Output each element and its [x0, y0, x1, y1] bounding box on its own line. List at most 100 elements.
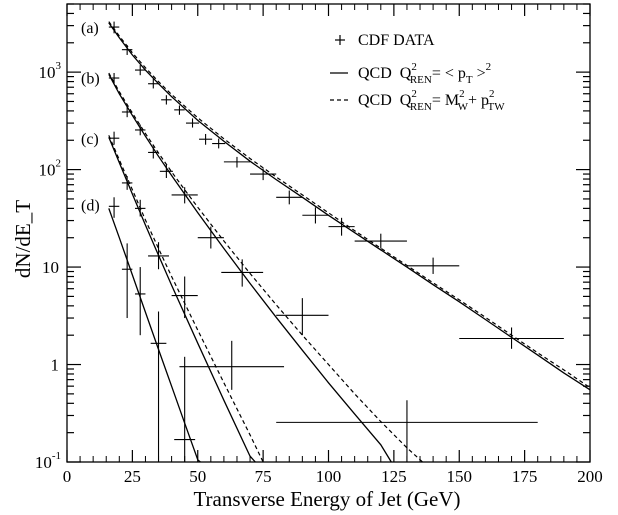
data-point	[199, 133, 213, 145]
legend-formula-part: + p	[468, 92, 489, 109]
plot-frame	[66, 3, 591, 463]
y-axis-label: dN/dE_T	[11, 200, 35, 278]
data-point	[134, 124, 146, 136]
data-point	[134, 199, 146, 217]
data-point	[108, 197, 120, 218]
data-point	[354, 233, 407, 249]
legend-formula-part: >	[473, 65, 486, 82]
y-tick-label: 10-1	[35, 450, 61, 472]
x-tick-label: 75	[255, 467, 272, 486]
y-tick-base: 10	[39, 63, 56, 82]
series-label: (b)	[81, 71, 100, 88]
legend-label-main: QCD	[358, 65, 392, 82]
x-tick-label: 0	[63, 467, 72, 486]
legend-entry: QCD Q2 REN= < pT >2	[330, 61, 491, 86]
data-point	[134, 267, 146, 336]
legend-label-main: CDF DATA	[358, 32, 435, 49]
data-point	[108, 21, 120, 34]
y-tick-base: 10	[35, 453, 52, 472]
qcd-dashed-curve	[108, 21, 591, 389]
series-labels: (a) (b) (c) (d)	[81, 20, 100, 214]
legend-formula-part: 2	[411, 61, 417, 73]
data-point	[174, 356, 196, 462]
data-point	[185, 118, 200, 128]
data-point	[276, 190, 303, 205]
qcd-solid-curve	[108, 22, 591, 391]
y-tick-exp: -1	[52, 450, 61, 462]
data-point	[159, 164, 173, 178]
data-point	[276, 298, 329, 336]
legend-formula-part: 2	[411, 88, 417, 100]
data-point	[121, 175, 133, 190]
data-point	[161, 95, 172, 105]
series-label: (a)	[81, 20, 99, 37]
legend-formula-part: TW	[488, 101, 506, 113]
data-point	[174, 105, 185, 115]
legend-label: QCD Q2 REN= M2 W+ p2 TW	[358, 88, 505, 113]
qcd-dashed-curve	[108, 72, 424, 463]
legend-formula-part: T	[466, 74, 473, 86]
y-tick-exp: 3	[56, 60, 62, 72]
data-point	[302, 207, 329, 224]
data-point	[197, 226, 224, 249]
legend-formula-part: 2	[489, 88, 495, 100]
data-point	[179, 340, 285, 390]
legend-entry: QCD Q2 REN= M2 W+ p2 TW	[330, 88, 505, 113]
data-point	[459, 327, 564, 349]
x-tick-label: 50	[189, 467, 206, 486]
x-tick-label: 200	[577, 467, 603, 486]
data-point	[148, 146, 159, 159]
legend-formula-part: = < p	[432, 65, 466, 82]
x-tick-label: 25	[124, 467, 141, 486]
data-point	[121, 106, 133, 118]
data-point	[148, 79, 159, 89]
data-point	[108, 131, 120, 145]
y-tick-base: 10	[39, 161, 56, 180]
data-points	[108, 21, 564, 462]
legend-label: QCD Q2 REN= < pT >2	[358, 61, 491, 86]
legend-formula-part: 2	[459, 88, 465, 100]
data-point	[406, 257, 460, 274]
y-axis-label-text: dN/dE_T	[11, 200, 35, 278]
y-tick-label: 1	[51, 356, 60, 375]
legend-formula-part: = M	[432, 92, 459, 109]
legend-entry: CDF DATA	[335, 32, 435, 49]
data-point	[108, 72, 120, 84]
data-point	[121, 243, 133, 319]
qcd-solid-curve	[108, 136, 256, 463]
data-point	[150, 311, 167, 462]
legend-label: CDF DATA	[358, 32, 435, 49]
data-point	[134, 65, 146, 76]
data-point	[121, 44, 133, 55]
x-tick-label: 175	[512, 467, 538, 486]
legend-label-main: QCD	[358, 92, 392, 109]
legend-formula-part: W	[458, 101, 469, 113]
y-tick-exp: 2	[56, 158, 62, 170]
data-point	[171, 187, 198, 204]
x-tick-label: 100	[316, 467, 342, 486]
legend-formula-part: REN	[410, 74, 432, 86]
x-tick-label: 150	[447, 467, 473, 486]
data-point	[212, 138, 226, 149]
data-point	[276, 400, 538, 462]
qcd-dashed-curve	[108, 135, 264, 463]
y-tick-label: 103	[39, 60, 62, 82]
data-point	[223, 156, 251, 168]
data-point	[250, 168, 277, 181]
data-point	[148, 242, 169, 270]
legend-formula-part: Q	[400, 65, 412, 82]
qcd-solid-curve	[108, 73, 392, 463]
legend-formula-part: 2	[486, 61, 492, 73]
y-tick-base: 10	[42, 258, 59, 277]
data-point	[221, 259, 264, 287]
series-label: (c)	[81, 131, 99, 148]
data-point	[328, 217, 355, 236]
y-tick-label: 10	[42, 258, 59, 277]
legend-formula-part: Q	[400, 92, 412, 109]
x-tick-label: 125	[381, 467, 407, 486]
legend-formula-part: REN	[410, 101, 432, 113]
x-axis-label: Transverse Energy of Jet (GeV)	[193, 487, 460, 511]
